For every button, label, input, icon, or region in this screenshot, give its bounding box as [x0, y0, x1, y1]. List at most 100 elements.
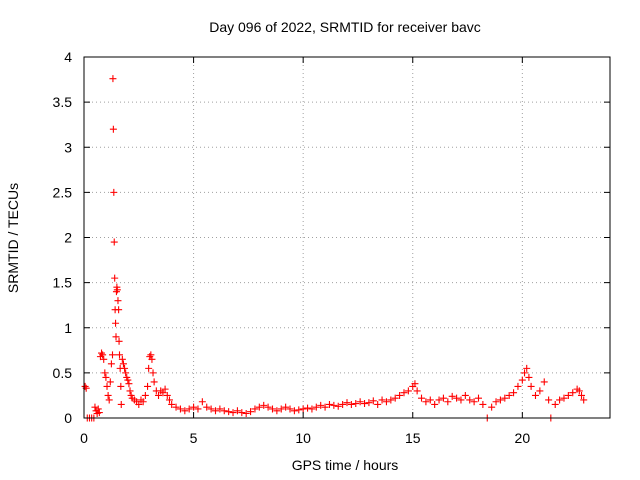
data-point [374, 400, 382, 408]
data-point [426, 396, 434, 404]
data-point [545, 396, 553, 404]
data-point [457, 396, 465, 404]
data-point [141, 391, 149, 399]
data-point [118, 355, 126, 363]
data-point [94, 405, 102, 413]
data-point [466, 396, 474, 404]
data-point [448, 392, 456, 400]
data-point [540, 378, 548, 386]
data-point [126, 387, 134, 395]
data-point [277, 405, 285, 413]
data-point [148, 355, 156, 363]
data-point [115, 306, 123, 314]
data-point [418, 394, 426, 402]
data-point [411, 380, 419, 388]
data-point [527, 382, 535, 390]
data-point [282, 403, 290, 411]
data-point [321, 403, 329, 411]
data-point [105, 396, 113, 404]
data-point [99, 351, 107, 359]
data-point [145, 364, 153, 372]
x-tick-labels: 0 5 10 15 20 [80, 430, 530, 446]
y-tick-label: 0 [64, 410, 72, 426]
data-point [268, 405, 276, 413]
data-point [207, 405, 215, 413]
data-point [347, 400, 355, 408]
data-point [176, 405, 184, 413]
data-point [382, 398, 390, 406]
data-point [334, 402, 342, 410]
data-point [194, 405, 202, 413]
data-point [330, 401, 338, 409]
grid [84, 57, 610, 418]
data-point [286, 405, 294, 413]
data-point [304, 404, 312, 412]
data-point [103, 382, 111, 390]
y-tick-labels: 0 0.5 1 1.5 2 2.5 3 3.5 4 [53, 49, 73, 426]
data-point [102, 373, 110, 381]
data-point [391, 394, 399, 402]
x-tick-label: 15 [405, 430, 421, 446]
data-point [144, 382, 152, 390]
data-point [536, 387, 544, 395]
data-point [488, 403, 496, 411]
data-point [212, 407, 219, 415]
data-point [109, 125, 117, 133]
data-point [121, 364, 129, 372]
data-point [461, 391, 469, 399]
data-point [112, 333, 120, 341]
data-point [378, 396, 386, 404]
data-point [81, 382, 89, 390]
data-point [352, 400, 360, 408]
data-point [163, 391, 171, 399]
x-tick-label: 5 [190, 430, 198, 446]
data-point [159, 389, 167, 397]
data-point [135, 400, 143, 408]
data-point [111, 274, 119, 282]
data-point [165, 396, 173, 404]
data-point [575, 387, 583, 395]
data-point [325, 400, 333, 408]
data-point [578, 391, 586, 399]
data-point [431, 400, 439, 408]
data-point [181, 407, 189, 415]
x-tick-label: 20 [515, 430, 531, 446]
data-point [150, 378, 158, 386]
data-point [356, 398, 364, 406]
y-tick-label: 3 [64, 139, 72, 155]
data-point [339, 400, 347, 408]
data-point [114, 297, 122, 305]
data-point [260, 401, 268, 409]
data-point [139, 398, 147, 406]
data-point [556, 396, 564, 404]
data-point [518, 376, 526, 384]
data-point [470, 398, 478, 406]
data-point [168, 400, 176, 408]
data-point [117, 382, 125, 390]
data-point [101, 369, 109, 377]
data-point [299, 405, 307, 413]
y-tick-label: 1 [64, 320, 72, 336]
data-point [525, 373, 533, 381]
data-point [116, 351, 124, 359]
data-point [369, 397, 377, 405]
data-point [113, 286, 121, 294]
data-point [505, 391, 513, 399]
x-tick-label: 0 [80, 430, 88, 446]
data-point [125, 380, 133, 388]
data-point [149, 369, 157, 377]
data-point [238, 409, 246, 417]
data-point [422, 398, 430, 406]
data-point [551, 400, 559, 408]
data-point [560, 394, 568, 402]
data-point [396, 391, 404, 399]
data-point [453, 394, 461, 402]
data-point [91, 403, 99, 411]
x-axis-label: GPS time / hours [292, 457, 399, 473]
data-point [110, 238, 118, 246]
data-point [112, 319, 120, 327]
data-point [220, 407, 228, 415]
y-axis-label: SRMTID / TECUs [5, 183, 21, 293]
data-point [110, 188, 118, 196]
